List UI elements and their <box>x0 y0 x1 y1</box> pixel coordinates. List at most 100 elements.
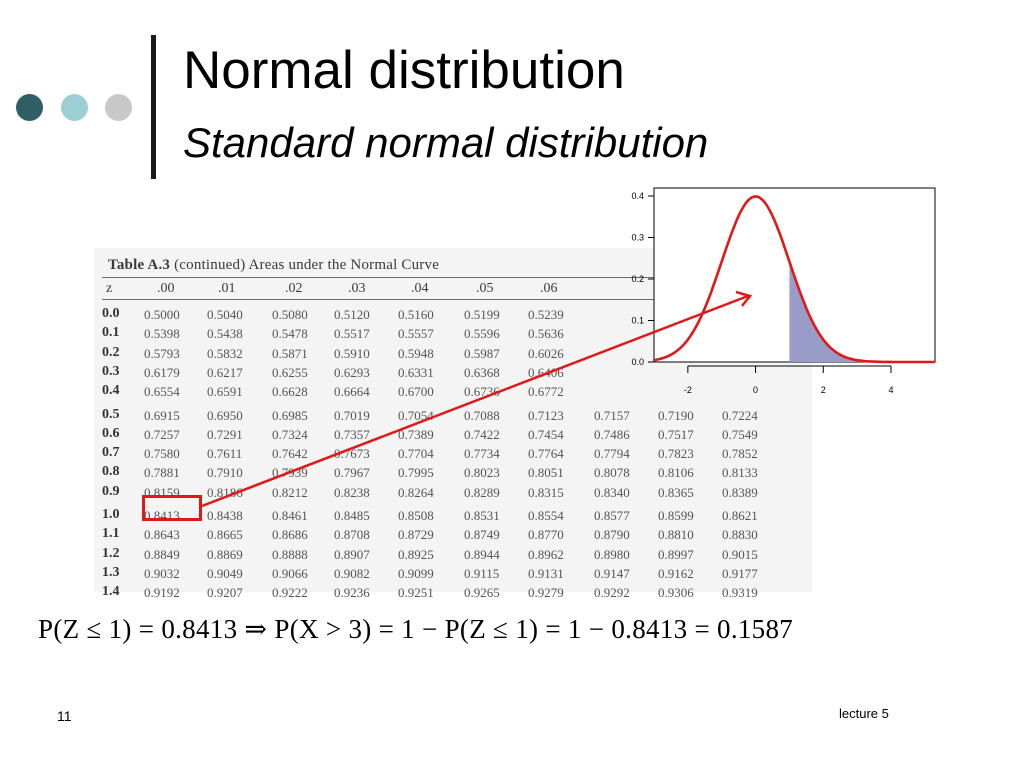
table-cell: 0.5987 <box>464 345 500 361</box>
title-divider <box>151 35 156 179</box>
slide-number: 11 <box>57 708 72 724</box>
table-cell: 0.5596 <box>464 326 500 342</box>
x-tick-label: 2 <box>821 385 826 395</box>
table-cell: 0.9279 <box>528 585 564 601</box>
table-cell: 0.6331 <box>398 364 434 380</box>
y-tick-label: 0.1 <box>631 316 644 326</box>
table-cell: 0.8264 <box>398 484 434 500</box>
table-cell: 0.6255 <box>272 364 308 380</box>
table-header: .04 <box>411 281 429 296</box>
table-row-z: 0.6 <box>102 425 120 441</box>
table-cell: 0.7823 <box>658 446 694 462</box>
table-cell: 0.5080 <box>272 307 308 322</box>
table-cell: 0.9192 <box>144 585 180 601</box>
table-cell: 0.7257 <box>144 426 180 442</box>
table-row-z: 0.1 <box>102 325 120 341</box>
table-cell: 0.8944 <box>464 546 500 562</box>
table-cell: 0.8888 <box>272 546 308 562</box>
y-tick-label: 0.2 <box>631 274 644 284</box>
table-cell: 0.7611 <box>207 446 243 462</box>
table-cell: 0.8830 <box>722 527 758 543</box>
table-cell: 0.5160 <box>398 307 434 322</box>
table-cell: 0.5517 <box>334 326 370 342</box>
table-cell: 0.9049 <box>207 565 243 581</box>
table-row-z: 0.9 <box>102 483 120 499</box>
table-cell: 0.8962 <box>528 546 564 562</box>
density-curve <box>653 195 935 364</box>
table-cell: 0.6628 <box>272 384 308 400</box>
table-cell: 0.8770 <box>528 527 564 543</box>
table-row-z: 1.2 <box>102 545 120 561</box>
table-cell: 0.9177 <box>722 565 758 581</box>
table-cell: 0.5239 <box>528 307 564 322</box>
table-cell: 0.7054 <box>398 407 434 423</box>
table-header: .06 <box>540 281 558 296</box>
table-row-z: 1.3 <box>102 564 120 580</box>
table-cell: 0.5832 <box>207 345 243 361</box>
table-cell: 0.7486 <box>594 426 630 442</box>
table-cell: 0.8051 <box>528 465 564 481</box>
table-cell: 0.9115 <box>464 565 500 581</box>
table-cell: 0.7224 <box>722 407 758 423</box>
table-header: .02 <box>285 281 303 296</box>
x-tick-label: 0 <box>753 385 758 395</box>
table-cell: 0.6179 <box>144 364 180 380</box>
table-cell: 0.7123 <box>528 407 564 423</box>
table-cell: 0.5120 <box>334 307 370 322</box>
table-cell: 0.8508 <box>398 508 434 523</box>
table-header: .01 <box>218 281 236 296</box>
table-cell: 0.9319 <box>722 585 758 601</box>
table-cell: 0.6217 <box>207 364 243 380</box>
table-row-z: 0.4 <box>102 383 120 399</box>
table-cell: 0.7967 <box>334 465 370 481</box>
table-cell: 0.8749 <box>464 527 500 543</box>
table-cell: 0.6368 <box>464 364 500 380</box>
decor-dot-grey <box>105 94 132 121</box>
table-cell: 0.7580 <box>144 446 180 462</box>
table-cell: 0.8186 <box>207 484 243 500</box>
table-cell: 0.7324 <box>272 426 308 442</box>
table-cell: 0.6591 <box>207 384 243 400</box>
table-cell: 0.7422 <box>464 426 500 442</box>
slide-title: Normal distribution <box>183 41 625 100</box>
table-cell: 0.8729 <box>398 527 434 543</box>
table-cell: 0.8925 <box>398 546 434 562</box>
decor-dot-dark <box>16 94 43 121</box>
table-cell: 0.8790 <box>594 527 630 543</box>
table-cell: 0.5948 <box>398 345 434 361</box>
table-cell: 0.8289 <box>464 484 500 500</box>
normal-density-chart: 0.0 0.1 0.2 0.3 0.4 -2 0 2 4 <box>631 187 936 395</box>
table-row-z: 0.7 <box>102 445 120 461</box>
table-cell: 0.5793 <box>144 345 180 361</box>
table-cell: 0.8665 <box>207 527 243 543</box>
table-cell: 0.5199 <box>464 307 500 322</box>
table-cell: 0.8212 <box>272 484 308 500</box>
table-cell: 0.5398 <box>144 326 180 342</box>
table-cell: 0.6026 <box>528 345 564 361</box>
table-cell: 0.9162 <box>658 565 694 581</box>
table-cell: 0.9306 <box>658 585 694 601</box>
table-cell: 0.7704 <box>398 446 434 462</box>
table-cell: 0.9131 <box>528 565 564 581</box>
table-cell: 0.8997 <box>658 546 694 562</box>
table-row-z: 0.8 <box>102 464 120 480</box>
table-caption: Table A.3 (continued) Areas under the No… <box>108 257 439 274</box>
table-cell: 0.7549 <box>722 426 758 442</box>
x-tick-label: 4 <box>888 385 893 395</box>
table-header: .00 <box>157 281 175 296</box>
slide-subtitle: Standard normal distribution <box>183 119 709 166</box>
table-cell: 0.9032 <box>144 565 180 581</box>
table-row-z: 1.4 <box>102 584 120 600</box>
table-cell: 0.6950 <box>207 407 243 423</box>
table-cell: 0.6985 <box>272 407 308 423</box>
table-cell: 0.6554 <box>144 384 180 400</box>
y-tick-label: 0.4 <box>631 191 644 201</box>
table-header: z <box>106 281 113 296</box>
table-cell: 0.5478 <box>272 326 308 342</box>
table-cell: 0.5910 <box>334 345 370 361</box>
table-row-z: 0.2 <box>102 344 120 360</box>
table-row-z: 0.0 <box>102 306 120 321</box>
table-cell: 0.7357 <box>334 426 370 442</box>
table-caption-label: Table A.3 <box>108 257 171 273</box>
table-cell: 0.5636 <box>528 326 564 342</box>
